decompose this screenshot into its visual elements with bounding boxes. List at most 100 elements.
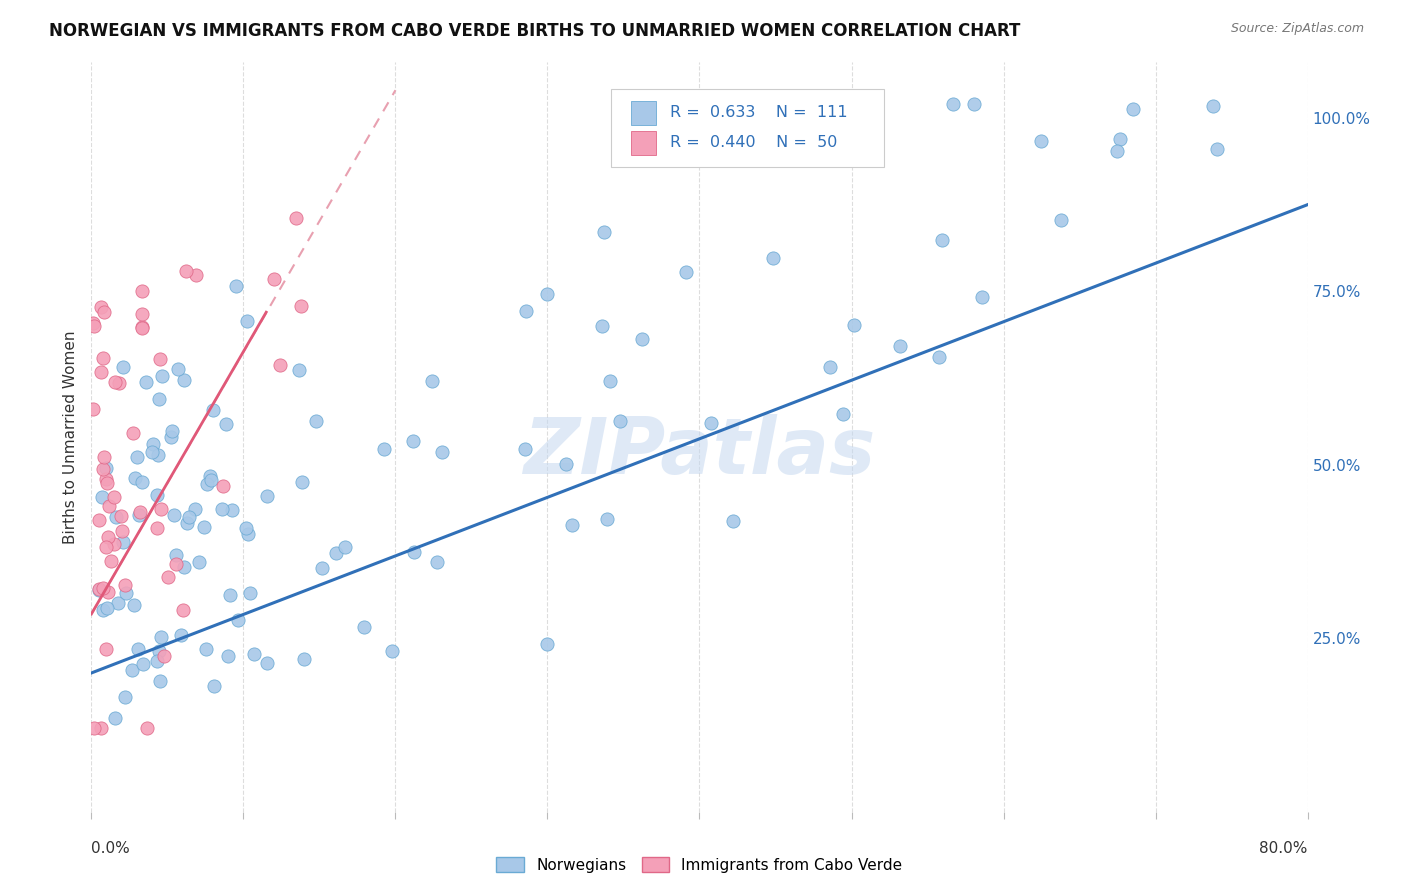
Point	[290, 299, 312, 313]
Point	[111, 359, 134, 374]
Point	[174, 264, 197, 278]
Point	[1109, 132, 1132, 146]
Point	[193, 520, 215, 534]
Point	[402, 545, 425, 559]
Point	[675, 265, 697, 279]
Point	[219, 588, 242, 602]
Point	[104, 509, 127, 524]
Point	[236, 527, 259, 541]
Point	[124, 471, 146, 485]
Point	[91, 462, 114, 476]
Point	[217, 648, 239, 663]
Point	[305, 414, 328, 428]
Point	[212, 479, 235, 493]
Point	[381, 643, 404, 657]
Point	[83, 318, 105, 333]
Point	[131, 307, 153, 321]
Y-axis label: Births to Unmarried Women: Births to Unmarried Women	[62, 330, 77, 544]
Point	[889, 339, 911, 353]
Point	[82, 402, 104, 417]
Point	[432, 444, 454, 458]
Point	[284, 211, 307, 226]
Point	[373, 442, 395, 456]
Point	[420, 374, 443, 388]
Text: R =  0.633    N =  111: R = 0.633 N = 111	[671, 105, 848, 120]
Point	[928, 350, 950, 364]
Point	[125, 450, 148, 465]
Point	[236, 314, 259, 328]
Point	[114, 690, 136, 704]
Point	[104, 375, 127, 389]
Point	[201, 403, 224, 417]
Point	[107, 596, 129, 610]
Text: ZIPatlas: ZIPatlas	[523, 414, 876, 490]
Point	[325, 545, 347, 559]
Point	[1202, 98, 1225, 112]
Point	[1206, 142, 1229, 156]
Point	[200, 474, 222, 488]
Point	[818, 359, 841, 374]
Legend: Norwegians, Immigrants from Cabo Verde: Norwegians, Immigrants from Cabo Verde	[491, 851, 908, 879]
Point	[426, 555, 449, 569]
Point	[263, 272, 285, 286]
Point	[82, 316, 104, 330]
FancyBboxPatch shape	[631, 130, 655, 154]
Point	[160, 429, 183, 443]
Point	[135, 722, 157, 736]
Point	[97, 530, 120, 544]
Point	[146, 521, 169, 535]
Point	[1029, 134, 1052, 148]
Point	[226, 613, 249, 627]
Point	[163, 508, 186, 523]
Point	[269, 358, 291, 372]
Point	[83, 722, 105, 736]
Point	[963, 97, 986, 112]
Point	[153, 648, 176, 663]
Point	[96, 461, 118, 475]
Point	[90, 300, 112, 314]
Point	[292, 652, 315, 666]
Point	[90, 365, 112, 379]
Point	[108, 376, 131, 390]
Point	[700, 416, 723, 430]
Point	[942, 97, 965, 112]
Point	[183, 501, 205, 516]
Point	[93, 305, 115, 319]
Point	[235, 521, 257, 535]
Point	[599, 374, 621, 388]
Point	[931, 233, 953, 247]
Point	[591, 318, 613, 333]
Point	[141, 445, 163, 459]
Point	[631, 332, 654, 346]
Point	[110, 509, 132, 524]
Point	[103, 537, 125, 551]
Point	[149, 502, 172, 516]
Point	[762, 252, 785, 266]
Point	[291, 475, 314, 489]
Point	[97, 585, 120, 599]
Point	[89, 582, 111, 597]
Point	[148, 448, 170, 462]
Point	[256, 657, 278, 671]
Point	[311, 560, 333, 574]
Point	[98, 499, 121, 513]
Point	[169, 628, 191, 642]
Point	[91, 491, 114, 505]
Point	[91, 603, 114, 617]
Point	[128, 508, 150, 522]
Point	[536, 637, 558, 651]
Point	[402, 434, 425, 448]
Point	[202, 679, 225, 693]
Text: Source: ZipAtlas.com: Source: ZipAtlas.com	[1230, 22, 1364, 36]
Point	[842, 318, 865, 333]
Point	[256, 489, 278, 503]
Text: R =  0.440    N =  50: R = 0.440 N = 50	[671, 135, 838, 150]
Point	[96, 475, 118, 490]
Point	[353, 620, 375, 634]
Point	[128, 505, 150, 519]
Point	[515, 303, 537, 318]
Point	[1107, 144, 1129, 158]
Point	[149, 673, 172, 688]
Point	[609, 414, 631, 428]
Point	[131, 320, 153, 334]
